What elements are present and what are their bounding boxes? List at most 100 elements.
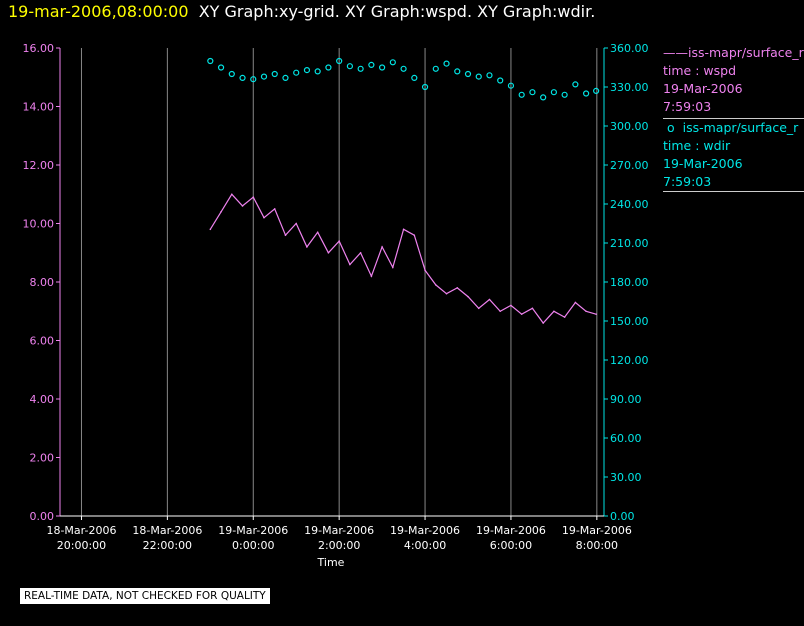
- wspd-point: [220, 211, 222, 213]
- y-right-tick-label: 300.00: [610, 120, 649, 133]
- wdir-point: [250, 76, 257, 83]
- y-left-tick-label: 12.00: [23, 159, 55, 172]
- y-right-tick-label: 120.00: [610, 354, 649, 367]
- wdir-point: [389, 59, 396, 66]
- wspd-point: [510, 304, 512, 307]
- x-tick-label: 19-Mar-2006 6:00:00: [476, 524, 546, 552]
- wspd-point: [349, 263, 351, 266]
- legend: ——iss-mapr/surface_r time : wspd 19-Mar-…: [663, 44, 804, 194]
- wdir-point: [454, 68, 461, 75]
- wdir-point: [325, 64, 332, 71]
- wdir-point: [443, 60, 450, 67]
- wdir-point: [432, 65, 439, 72]
- wdir-point: [486, 72, 493, 79]
- legend-series-name: iss-mapr/surface_r: [682, 120, 799, 135]
- wdir-point: [368, 61, 375, 69]
- y-left-tick-label: 16.00: [23, 42, 55, 55]
- wdir-point: [411, 74, 418, 82]
- wdir-point: [239, 74, 246, 82]
- legend-entry-wspd: ——iss-mapr/surface_r time : wspd 19-Mar-…: [663, 44, 804, 116]
- wspd-point: [499, 310, 502, 313]
- y-right-tick-label: 180.00: [610, 276, 649, 289]
- x-tick-label: 19-Mar-2006 8:00:00: [562, 524, 632, 552]
- wdir-point: [593, 87, 600, 95]
- wspd-point: [553, 310, 555, 313]
- wspd-point: [488, 298, 491, 301]
- legend-separator: [663, 118, 804, 119]
- y-right-tick-label: 150.00: [610, 315, 649, 328]
- wdir-point: [336, 57, 343, 65]
- y-left-tick-label: 6.00: [30, 335, 55, 348]
- wspd-point: [359, 251, 362, 254]
- y-right-tick-label: 0.00: [610, 510, 635, 523]
- wdir-point: [572, 81, 579, 88]
- wspd-point: [413, 234, 416, 236]
- wspd-point: [316, 231, 319, 234]
- chart-header: 19-mar-2006,08:00:00 XY Graph:xy-grid. X…: [8, 2, 595, 21]
- legend-date: 19-Mar-2006: [663, 81, 743, 96]
- wdir-point: [303, 66, 311, 74]
- y-right-tick-label: 30.00: [610, 471, 642, 484]
- wdir-point: [314, 68, 321, 75]
- y-right-tick-label: 330.00: [610, 81, 649, 94]
- y-left-tick-label: 2.00: [30, 452, 55, 465]
- x-tick-label: 19-Mar-2006 2:00:00: [304, 524, 374, 552]
- wdir-point: [293, 69, 300, 76]
- tick-labels: 18-Mar-2006 20:00:00 18-Mar-2006 22:00:00 19…: [23, 42, 649, 552]
- y-left-tick-label: 4.00: [30, 393, 55, 406]
- legend-field: time : wdir: [663, 138, 731, 153]
- legend-series-name: iss-mapr/surface_r: [688, 45, 804, 60]
- series-layer: [207, 57, 600, 324]
- x-tick-label: 19-Mar-2006 4:00:00: [390, 524, 460, 552]
- legend-date: 19-Mar-2006: [663, 156, 743, 171]
- wdir-point: [357, 65, 364, 72]
- wspd-point: [434, 284, 437, 286]
- wdir-point: [379, 64, 386, 71]
- wspd-point: [252, 196, 255, 198]
- wdir-point: [282, 74, 289, 82]
- wdir-point: [497, 77, 504, 84]
- y-left-tick-label: 8.00: [30, 276, 55, 289]
- wspd-point: [563, 316, 566, 318]
- y-right-tick-label: 360.00: [610, 42, 649, 55]
- wspd-point: [338, 240, 340, 242]
- wspd-point: [531, 307, 534, 310]
- wdir-point: [271, 70, 278, 78]
- x-axis-label: Time: [317, 556, 345, 569]
- y-right-tick-label: 90.00: [610, 393, 642, 406]
- wdir-point: [550, 89, 557, 96]
- quality-disclaimer: REAL-TIME DATA, NOT CHECKED FOR QUALITY: [20, 588, 270, 604]
- legend-entry-wdir: o iss-mapr/surface_r time : wdir 19-Mar-…: [663, 119, 804, 191]
- date-label: 19-mar-2006,08:00:00: [8, 2, 189, 21]
- wdir-point: [529, 89, 536, 96]
- wdir-point: [228, 70, 235, 78]
- wdir-point: [507, 82, 515, 89]
- wspd-series-line: [209, 193, 597, 324]
- wspd-point: [295, 222, 298, 225]
- wspd-point: [381, 246, 383, 248]
- grid-layer: [80, 48, 598, 516]
- y-right-tick-label: 60.00: [610, 432, 642, 445]
- wdir-point: [217, 64, 225, 71]
- wspd-point: [273, 208, 276, 210]
- wdir-point: [421, 83, 429, 91]
- legend-time: 7:59:03: [663, 174, 712, 189]
- wdir-point: [540, 94, 547, 101]
- wdir-point: [583, 90, 590, 97]
- y-right-tick-label: 240.00: [610, 198, 649, 211]
- legend-circle-symbol: o: [666, 120, 675, 135]
- y-left-tick-label: 14.00: [23, 101, 55, 114]
- wdir-point: [207, 57, 214, 65]
- wspd-point: [477, 307, 480, 310]
- x-tick-label: 18-Mar-2006 22:00:00: [132, 524, 202, 552]
- wspd-point: [445, 292, 448, 295]
- wspd-point: [467, 295, 469, 298]
- x-tick-label: 18-Mar-2006 20:00:00: [46, 524, 116, 552]
- y-left-tick-label: 0.00: [30, 510, 55, 523]
- wspd-point: [402, 228, 405, 231]
- wspd-point: [574, 301, 577, 304]
- wspd-point: [327, 251, 330, 254]
- wdir-point: [475, 73, 482, 80]
- wspd-point: [585, 310, 587, 313]
